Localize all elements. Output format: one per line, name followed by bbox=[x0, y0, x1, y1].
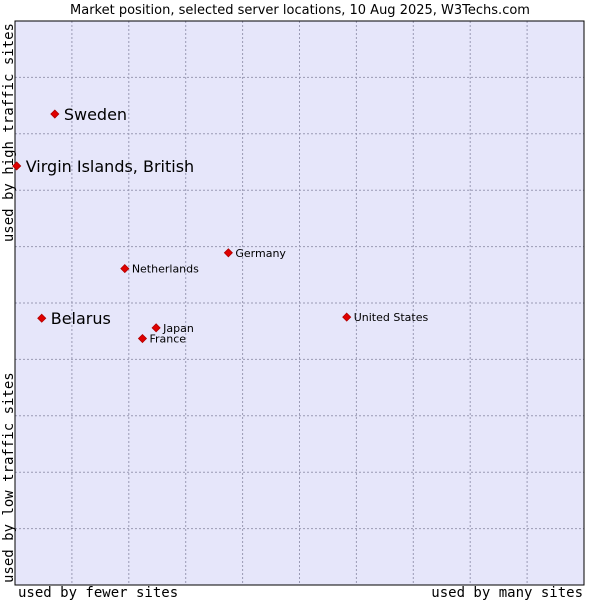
point-label: United States bbox=[354, 311, 429, 324]
point-marker bbox=[50, 109, 60, 119]
point-japan: Japan bbox=[151, 322, 194, 335]
point-marker bbox=[342, 312, 352, 322]
point-marker bbox=[137, 333, 148, 344]
point-france: France bbox=[137, 333, 186, 346]
point-label: Germany bbox=[235, 247, 286, 260]
point-label: Virgin Islands, British bbox=[26, 157, 194, 176]
x-axis-label-right: used by many sites bbox=[431, 585, 583, 600]
y-axis-label-top: used by high traffic sites bbox=[1, 23, 17, 242]
point-marker bbox=[120, 264, 130, 274]
point-germany: Germany bbox=[223, 247, 286, 260]
point-united-states: United States bbox=[342, 311, 429, 324]
point-netherlands: Netherlands bbox=[120, 263, 199, 276]
point-sweden: Sweden bbox=[50, 105, 127, 124]
point-marker bbox=[37, 313, 47, 323]
point-virgin-islands-british: Virgin Islands, British bbox=[12, 157, 194, 176]
point-label: Belarus bbox=[51, 309, 111, 328]
data-points: Sweden Virgin Islands, British Germany Neth… bbox=[12, 105, 429, 346]
y-axis-label-bottom: used by low traffic sites bbox=[1, 372, 17, 583]
point-marker bbox=[223, 248, 233, 258]
point-marker bbox=[151, 323, 161, 333]
point-belarus: Belarus bbox=[37, 309, 111, 328]
point-label: Netherlands bbox=[132, 263, 199, 276]
point-label: France bbox=[149, 333, 186, 346]
x-axis-label-left: used by fewer sites bbox=[18, 585, 178, 600]
chart-title: Market position, selected server locatio… bbox=[70, 3, 530, 18]
plot-border bbox=[14, 20, 585, 586]
point-marker bbox=[12, 161, 22, 171]
grid bbox=[15, 21, 584, 585]
point-label: Japan bbox=[162, 322, 194, 335]
point-label: Sweden bbox=[64, 105, 127, 124]
